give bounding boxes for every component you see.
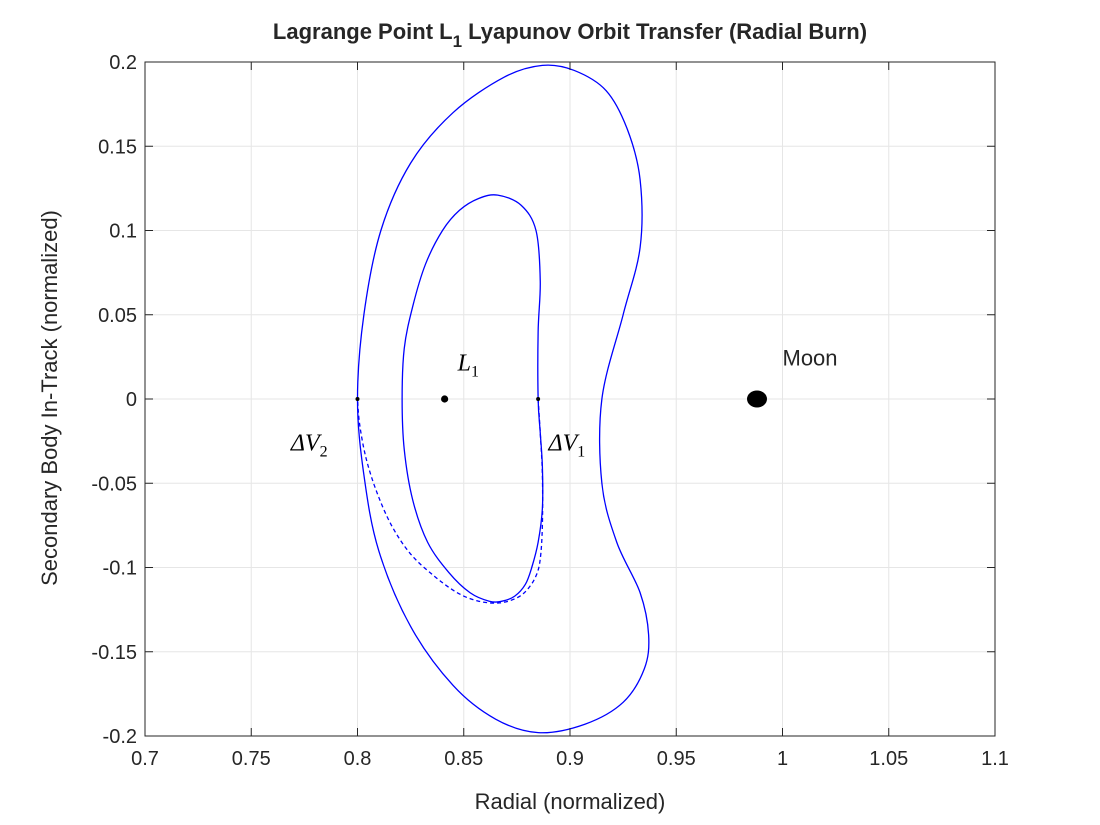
outer-orbit-line: [356, 64, 650, 734]
y-tick-label: -0.1: [103, 558, 137, 580]
inner-orbit-line: [401, 194, 544, 603]
x-tick-label: 1: [777, 748, 788, 770]
moon-label: Moon: [783, 345, 838, 370]
series-layer: [356, 64, 650, 734]
y-tick-label: -0.05: [91, 473, 137, 495]
dv1-label: ΔV1: [548, 431, 586, 461]
ticks-layer: 0.7 0.75 0.8 0.85 0.9 0.95 1 1.05 1.1 -0.2 -0.15 -0…: [91, 52, 1009, 770]
y-tick-label: 0.15: [98, 136, 137, 158]
x-tick-label: 0.7: [131, 748, 159, 770]
y-tick-label: 0.05: [98, 305, 137, 327]
y-tick-label: 0.1: [109, 221, 137, 243]
dv1-point: [536, 397, 541, 401]
l1-label: L1: [457, 350, 479, 380]
x-tick-label: 0.75: [232, 748, 271, 770]
x-tick-label: 1.05: [869, 748, 908, 770]
moon-point: [747, 390, 767, 408]
x-tick-label: 0.8: [344, 748, 372, 770]
x-tick-label: 0.85: [444, 748, 483, 770]
dv2-point: [355, 397, 360, 401]
chart-title: Lagrange Point L1 Lyapunov Orbit Transfe…: [273, 19, 867, 51]
l1-point: [441, 395, 449, 403]
transfer-arc-line: [356, 398, 544, 604]
y-tick-label: -0.15: [91, 642, 137, 664]
grid-layer: [144, 61, 996, 737]
y-tick-label: 0: [126, 389, 137, 411]
y-tick-label: 0.2: [109, 52, 137, 74]
x-tick-label: 0.9: [556, 748, 584, 770]
points-layer: [355, 390, 767, 408]
x-tick-label: 0.95: [657, 748, 696, 770]
x-axis-label: Radial (normalized): [475, 789, 666, 814]
dv2-label: ΔV2: [290, 431, 328, 461]
y-axis-label: Secondary Body In-Track (normalized): [37, 210, 62, 586]
x-tick-label: 1.1: [981, 748, 1009, 770]
y-tick-label: -0.2: [103, 726, 137, 748]
